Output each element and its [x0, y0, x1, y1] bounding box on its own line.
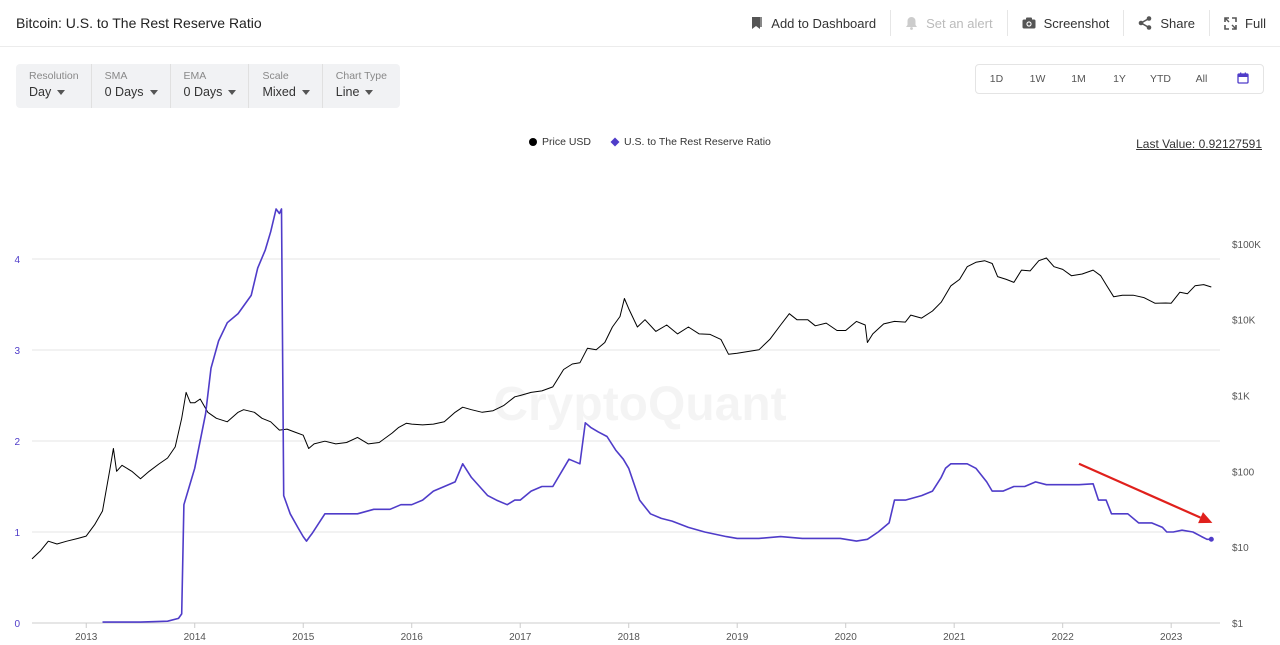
scale-select[interactable]: Scale Mixed [249, 64, 323, 108]
share-label: Share [1160, 15, 1196, 31]
circle-marker-icon [529, 138, 537, 146]
caret-down-icon [301, 90, 310, 96]
ema-value: 0 Days [183, 85, 223, 99]
share-button[interactable]: Share [1124, 10, 1211, 36]
add-to-dashboard-label: Add to Dashboard [771, 15, 877, 31]
trend-arrow [1078, 462, 1213, 524]
arrow-head [1198, 512, 1213, 524]
chart-legend: Price USD U.S. to The Rest Reserve Ratio [0, 136, 1280, 152]
right-tick-label: $10 [1232, 543, 1249, 554]
x-tick-label: 2015 [292, 632, 315, 643]
right-tick-label: $1 [1232, 619, 1244, 630]
left-tick-label: 0 [14, 619, 20, 630]
chart-type-select[interactable]: Chart Type Line [323, 64, 399, 108]
caret-down-icon [365, 90, 374, 96]
x-tick-label: 2017 [509, 632, 532, 643]
grid-lines [32, 258, 1220, 624]
fullscreen-label: Full [1245, 15, 1266, 31]
range-selector: 1D 1W 1M 1Y YTD All [975, 64, 1264, 94]
legend-price-label: Price USD [542, 136, 592, 148]
chart-type-label: Chart Type [335, 70, 387, 82]
x-tick-label: 2020 [835, 632, 858, 643]
camera-icon [1022, 17, 1036, 29]
right-axis-ticks: $1 $10 $100 $1K $10K $100K [1232, 240, 1261, 630]
right-tick-label: $10K [1232, 316, 1256, 327]
range-all-button[interactable]: All [1195, 73, 1208, 85]
x-axis-ticks: 2013 2014 2015 2016 2017 2018 2019 2020 2021 2022… [32, 622, 1220, 643]
ema-select[interactable]: EMA 0 Days [171, 64, 250, 108]
price-usd-line [31, 257, 1212, 560]
x-tick-label: 2014 [184, 632, 207, 643]
header: Bitcoin: U.S. to The Rest Reserve Ratio … [0, 0, 1280, 47]
caret-down-icon [57, 90, 66, 96]
left-axis-ticks: 0 1 2 3 4 [14, 255, 20, 630]
range-ytd-button[interactable]: YTD [1150, 73, 1171, 85]
caret-down-icon [228, 90, 237, 96]
left-tick-label: 3 [14, 346, 20, 357]
x-tick-label: 2018 [618, 632, 641, 643]
resolution-value: Day [29, 85, 52, 99]
add-to-dashboard-button[interactable]: Add to Dashboard [737, 10, 892, 36]
left-tick-label: 1 [14, 528, 20, 539]
chart-controls: Resolution Day SMA 0 Days EMA 0 Days Sca… [16, 64, 400, 108]
left-tick-label: 2 [14, 437, 20, 448]
x-tick-label: 2016 [401, 632, 424, 643]
sma-select[interactable]: SMA 0 Days [92, 64, 171, 108]
x-tick-label: 2019 [726, 632, 749, 643]
set-alert-label: Set an alert [926, 15, 993, 31]
header-actions: Add to Dashboard Set an alert Screenshot… [737, 10, 1280, 36]
chart-type-value: Line [335, 85, 360, 99]
resolution-label: Resolution [29, 70, 79, 82]
screenshot-label: Screenshot [1043, 15, 1110, 31]
range-1d-button[interactable]: 1D [989, 73, 1004, 85]
calendar-icon [1236, 72, 1249, 84]
range-1y-button[interactable]: 1Y [1113, 73, 1126, 85]
left-tick-label: 4 [14, 255, 20, 266]
x-tick-label: 2023 [1160, 632, 1183, 643]
scale-value: Mixed [262, 85, 296, 99]
range-1m-button[interactable]: 1M [1071, 73, 1086, 85]
share-icon [1139, 16, 1152, 30]
series-lines [31, 208, 1214, 623]
screenshot-button[interactable]: Screenshot [1008, 10, 1125, 36]
bookmark-icon [752, 17, 763, 29]
caret-down-icon [149, 90, 158, 96]
resolution-select[interactable]: Resolution Day [16, 64, 92, 108]
scale-label: Scale [262, 70, 289, 82]
arrow-shaft [1078, 462, 1201, 519]
calendar-button[interactable] [1222, 72, 1263, 87]
range-1w-button[interactable]: 1W [1029, 73, 1046, 85]
fullscreen-button[interactable]: Full [1210, 10, 1280, 36]
right-tick-label: $100K [1232, 240, 1261, 251]
last-value-link[interactable]: Last Value: 0.92127591 [1136, 137, 1262, 151]
last-value-marker [1208, 536, 1214, 542]
reserve-ratio-line [102, 208, 1212, 623]
ema-label: EMA [183, 70, 207, 82]
x-tick-label: 2013 [75, 632, 98, 643]
right-tick-label: $100 [1232, 467, 1255, 478]
page-title: Bitcoin: U.S. to The Rest Reserve Ratio [16, 15, 262, 31]
legend-item-ratio[interactable]: U.S. to The Rest Reserve Ratio [610, 136, 771, 148]
expand-icon [1224, 16, 1237, 30]
sma-label: SMA [104, 70, 128, 82]
bell-icon [906, 17, 918, 30]
set-alert-button[interactable]: Set an alert [891, 10, 1008, 36]
x-tick-label: 2021 [943, 632, 966, 643]
legend-item-price[interactable]: Price USD [528, 136, 591, 148]
right-tick-label: $1K [1232, 392, 1250, 403]
watermark: CryptoQuant [493, 378, 786, 431]
diamond-marker-icon [610, 137, 620, 147]
sma-value: 0 Days [104, 85, 144, 99]
x-tick-label: 2022 [1052, 632, 1075, 643]
legend-ratio-label: U.S. to The Rest Reserve Ratio [624, 136, 771, 148]
